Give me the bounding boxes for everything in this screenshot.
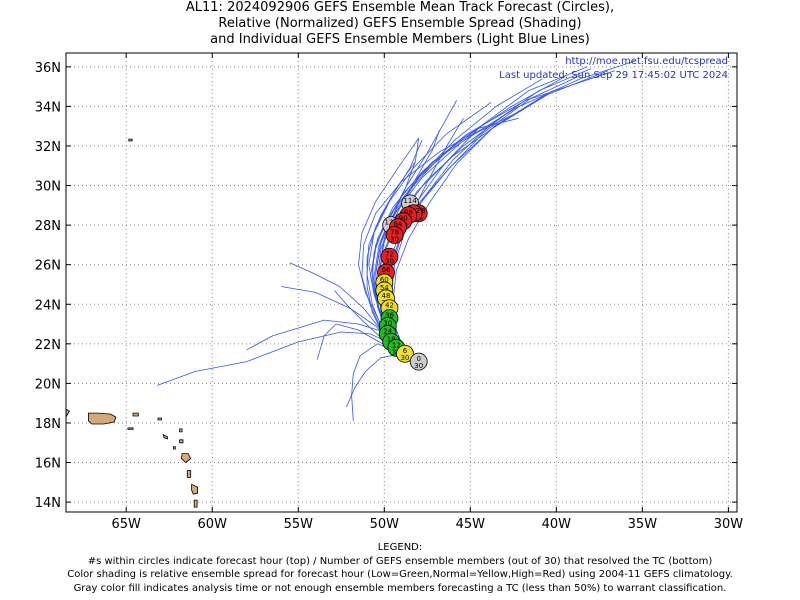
x-tick-label: 50W (370, 517, 400, 532)
land-barbuda (179, 428, 183, 433)
land-bermuda (128, 138, 133, 142)
track-point-hour: 6 (403, 347, 408, 355)
land-dominica (186, 470, 192, 478)
land-virgin-islands (132, 412, 139, 417)
track-point-hour: 72 (385, 250, 394, 258)
legend-line-2: Color shading is relative ensemble sprea… (67, 569, 733, 580)
track-point-hour: 48 (382, 292, 391, 300)
track-point-circle (385, 226, 404, 244)
track-point-members: 30 (400, 354, 409, 362)
mean-track-points: 1207114910815102219627903084307830723066… (375, 194, 428, 371)
y-tick-label: 28N (35, 219, 61, 234)
track-point-hour: 18 (387, 335, 396, 343)
land-masses (65, 138, 199, 508)
chart-title: AL11: 2024092906 GEFS Ensemble Mean Trac… (0, 0, 800, 48)
source-url[interactable]: http://moe.met.fsu.edu/tcspread (565, 56, 728, 67)
track-point-hour: 96 (404, 209, 413, 217)
title-line-3: and Individual GEFS Ensemble Members (Li… (210, 32, 590, 47)
track-point-hour: 12 (392, 341, 401, 349)
track-point-hour: 36 (385, 312, 394, 320)
track-point-members: 30 (385, 257, 394, 265)
y-tick-label: 30N (35, 180, 61, 195)
y-tick-label: 34N (35, 100, 61, 115)
track-point-hour: 60 (380, 276, 389, 284)
y-tick-label: 24N (35, 298, 61, 313)
axis-ticks: 65W 60W 55W 50W 45W 40W 35W 30W 14N 16N 18N 20N 22N 2… (35, 53, 744, 532)
land-martinique (191, 483, 199, 495)
land-anguilla (157, 417, 162, 421)
land-montserrat (173, 446, 176, 450)
track-point-circle (409, 352, 428, 371)
track-point-hour: 78 (390, 229, 399, 237)
x-tick-label: 65W (112, 517, 142, 532)
title-line-2: Relative (Normalized) GEFS Ensemble Spre… (218, 16, 582, 31)
land-puerto-rico (88, 412, 117, 425)
y-tick-label: 14N (35, 496, 61, 511)
track-point-hour: 30 (383, 320, 392, 328)
track-point-hour: 114 (403, 197, 417, 205)
grid-lines (66, 53, 737, 512)
legend-heading: LEGEND: (377, 542, 423, 553)
track-point-hour: 0 (416, 355, 420, 363)
x-tick-label: 30W (714, 517, 744, 532)
track-point: 630 (396, 344, 414, 363)
plot-frame (65, 52, 738, 513)
x-tick-label: 45W (456, 517, 486, 532)
track-point-hour: 24 (383, 327, 392, 335)
x-tick-label: 40W (542, 517, 572, 532)
track-point-hour: 42 (385, 302, 394, 310)
track-point-hour: 54 (380, 284, 389, 292)
land-st-lucia (193, 499, 198, 508)
y-tick-label: 32N (35, 140, 61, 155)
x-tick-label: 35W (628, 517, 658, 532)
track-point-members: 30 (414, 362, 423, 370)
track-point-hour: 66 (382, 266, 391, 274)
y-tick-label: 20N (35, 377, 61, 392)
y-tick-label: 26N (35, 259, 61, 274)
y-tick-label: 22N (35, 338, 61, 353)
track-point-circle (396, 344, 414, 363)
y-tick-label: 16N (35, 457, 61, 472)
y-tick-label: 36N (35, 61, 61, 76)
legend: LEGEND: #s within circles indicate forec… (0, 541, 800, 595)
track-point-hour: 90 (399, 215, 408, 223)
x-tick-label: 55W (284, 517, 314, 532)
y-tick-label: 18N (35, 417, 61, 432)
last-updated: Last updated: Sun Sep 29 17:45:02 UTC 20… (499, 70, 728, 81)
track-point: 030 (409, 352, 428, 371)
title-line-1: AL11: 2024092906 GEFS Ensemble Mean Trac… (185, 0, 615, 15)
land-st-kitts (162, 434, 168, 440)
legend-line-3: Gray color fill indicates analysis time … (73, 582, 727, 594)
land-st-croix (127, 427, 134, 430)
land-hispaniola-edge (65, 408, 70, 419)
track-point-hour: 84 (394, 221, 403, 229)
land-guadeloupe (180, 453, 192, 464)
x-tick-label: 60W (198, 517, 228, 532)
land-antigua (179, 439, 184, 444)
track-point-members: 30 (390, 236, 399, 244)
legend-line-1: #s within circles indicate forecast hour… (87, 555, 713, 567)
